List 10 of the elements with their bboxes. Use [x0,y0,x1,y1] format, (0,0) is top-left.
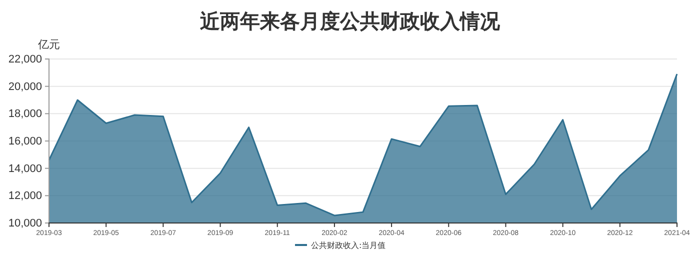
y-tick-label: 22,000 [8,54,42,66]
chart-title: 近两年来各月度公共财政收入情况 [199,9,501,33]
y-tick-label: 12,000 [8,190,42,202]
y-tick-label: 14,000 [8,162,42,175]
y-tick-label: 18,000 [8,108,42,120]
legend-label: 公共财政收入:当月值 [311,241,386,250]
y-tick-label: 20,000 [8,80,42,93]
y-axis-title: 亿元 [37,38,60,51]
y-tick-label: 10,000 [8,218,42,230]
y-tick-label: 16,000 [8,136,42,148]
